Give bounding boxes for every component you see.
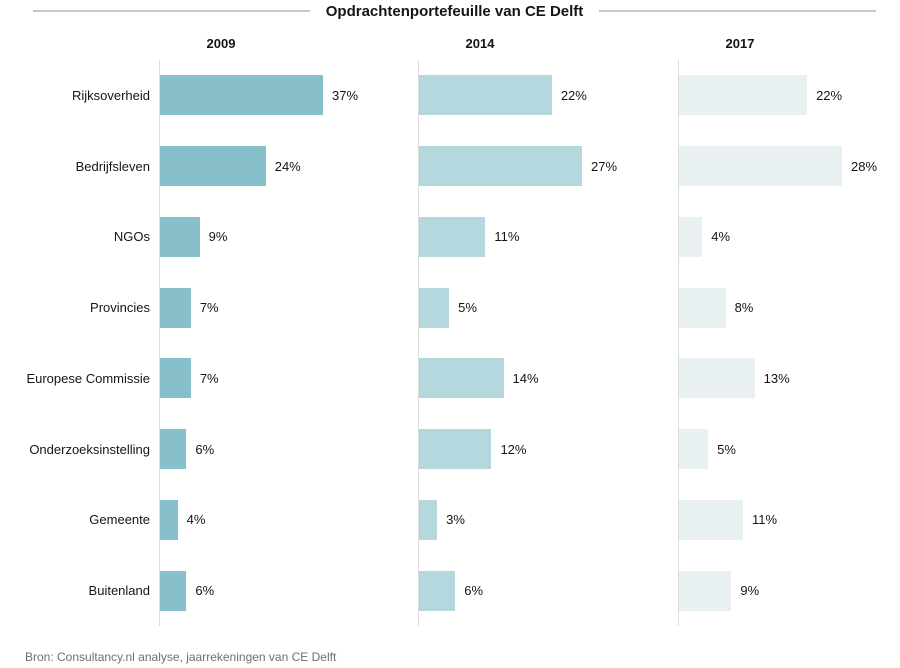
category-label: NGOs [113,229,150,245]
bar-2017 [679,216,703,257]
bar-2014 [419,358,504,399]
bar-row: 28% [679,131,900,202]
bar-value-label: 9% [208,229,228,245]
bar-value-label: 14% [512,370,539,386]
category-label: Bedrijfsleven [75,158,150,174]
bar-value-label: 3% [446,512,465,528]
bar-value-label: 27% [591,158,618,174]
bar-row: 6% [160,414,419,485]
bar-value-label: 7% [199,300,219,316]
bar-row: 8% [679,272,900,343]
bar-row: 12% [419,414,679,485]
bar-2014 [419,75,552,116]
bar-row: 6% [160,555,419,626]
source-attribution: Bron: Consultancy.nl analyse, jaarrekeni… [25,650,337,664]
bar-row: 7% [160,343,419,414]
bar-row: 3% [419,485,679,556]
bar-value-label: 6% [464,583,484,599]
bar-value-label: 28% [851,158,878,174]
bar-2014 [419,216,486,257]
bar-value-label: 37% [332,87,359,103]
bar-value-label: 12% [500,441,527,457]
bar-row: 22% [419,60,679,131]
year-header-2017: 2017 [725,36,755,51]
bar-value-label: 9% [740,583,760,599]
year-header-2009: 2009 [206,36,236,51]
bar-value-label: 22% [816,87,843,103]
title-row: Opdrachtenportefeuille van CE Delft [0,0,900,22]
bar-2009 [160,358,191,399]
bar-2017 [679,146,842,187]
bar-2009 [160,570,187,611]
bar-row: 11% [419,202,679,273]
category-label: Gemeente [89,512,150,528]
chart-area: Rijksoverheid Bedrijfsleven NGOs Provincies… [0,60,900,626]
bar-2017 [679,499,744,540]
series-column-2009: 37% 24% 9% 7% 7% 6% 4% 6% [159,60,419,626]
bar-2009 [160,146,266,187]
year-header-2014: 2014 [465,36,495,51]
bar-row: 13% [679,343,900,414]
bar-value-label: 11% [752,512,778,528]
bar-value-label: 5% [717,441,736,457]
category-label: Europese Commissie [26,370,150,386]
bar-2009 [160,499,178,540]
series-column-2017: 22% 28% 4% 8% 13% 5% 11% 9% [678,60,900,626]
category-label: Rijksoverheid [71,87,150,103]
bar-2017 [679,358,755,399]
category-label: Onderzoeksinstelling [29,441,150,457]
bar-2009 [160,429,187,470]
bar-value-label: 4% [186,512,206,528]
bar-2014 [419,429,492,470]
category-label: Provincies [90,300,150,316]
bar-value-label: 22% [560,87,587,103]
bar-2009 [160,75,323,116]
bar-2009 [160,216,200,257]
bar-row: 24% [160,131,419,202]
bar-2009 [160,287,191,328]
bar-row: 9% [160,202,419,273]
bar-2017 [679,287,726,328]
bar-value-label: 6% [195,583,215,599]
bar-value-label: 7% [199,370,219,386]
bar-value-label: 11% [494,229,520,245]
bar-row: 4% [679,202,900,273]
bar-row: 4% [160,485,419,556]
bar-value-label: 13% [763,370,790,386]
bar-row: 27% [419,131,679,202]
bar-value-label: 4% [711,229,731,245]
title-rule-right [599,10,877,12]
bar-value-label: 24% [274,158,301,174]
bar-value-label: 6% [195,441,215,457]
chart-title: Opdrachtenportefeuille van CE Delft [325,2,584,20]
series-column-2014: 22% 27% 11% 5% 14% 12% 3% 6% [418,60,679,626]
bar-2014 [419,287,450,328]
bar-value-label: 8% [734,300,754,316]
bar-row: 5% [419,272,679,343]
title-rule-left [33,10,310,12]
category-axis-labels: Rijksoverheid Bedrijfsleven NGOs Provincies… [0,60,150,626]
bar-row: 5% [679,414,900,485]
bar-row: 11% [679,485,900,556]
bar-value-label: 5% [458,300,477,316]
bar-row: 22% [679,60,900,131]
bar-row: 7% [160,272,419,343]
bar-row: 9% [679,555,900,626]
bar-2017 [679,570,732,611]
category-label: Buitenland [88,583,150,599]
bar-2014 [419,146,582,187]
bar-row: 37% [160,60,419,131]
bar-2017 [679,75,808,116]
bar-row: 6% [419,555,679,626]
bar-row: 14% [419,343,679,414]
bar-2014 [419,499,438,540]
bar-2017 [679,429,709,470]
bar-2014 [419,570,456,611]
